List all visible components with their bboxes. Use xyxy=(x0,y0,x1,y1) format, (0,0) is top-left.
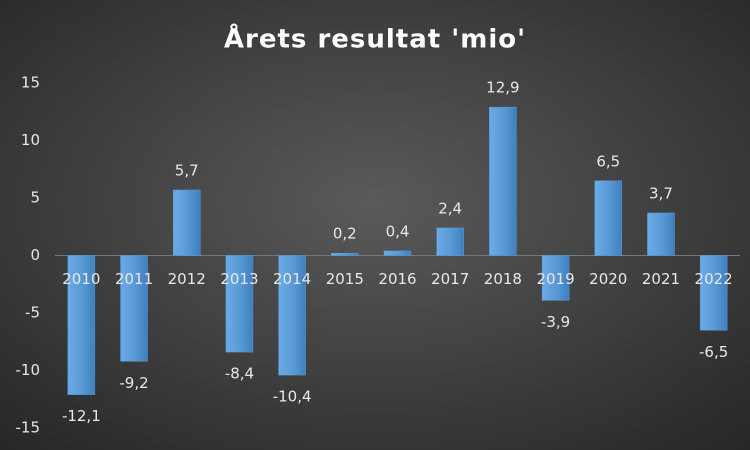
bar xyxy=(120,255,148,362)
bar xyxy=(67,255,96,395)
data-label: -6,5 xyxy=(699,343,728,361)
data-label: 3,7 xyxy=(649,184,673,202)
y-tick-label: -5 xyxy=(25,304,40,322)
bar xyxy=(172,189,201,256)
bar xyxy=(383,250,412,256)
data-label: -8,4 xyxy=(225,365,254,383)
y-tick-label: -10 xyxy=(16,361,41,379)
y-tick-label: 0 xyxy=(30,246,40,264)
x-tick-label: 2014 xyxy=(273,270,311,288)
bar xyxy=(541,255,570,301)
data-label: -10,4 xyxy=(273,388,312,406)
x-tick-label: 2019 xyxy=(536,270,574,288)
x-tick-label: 2021 xyxy=(642,270,680,288)
bar xyxy=(278,255,306,376)
data-label: 12,9 xyxy=(486,79,519,97)
x-tick-label: 2020 xyxy=(589,270,627,288)
bar xyxy=(489,106,517,256)
y-tick-label: 5 xyxy=(30,189,40,207)
bar xyxy=(647,212,675,256)
data-label: 2,4 xyxy=(438,199,462,217)
x-tick-label: 2011 xyxy=(115,270,153,288)
data-label: -3,9 xyxy=(541,313,570,331)
bar xyxy=(436,227,464,256)
x-tick-label: 2015 xyxy=(326,270,364,288)
x-tick-label: 2017 xyxy=(431,270,469,288)
x-tick-label: 2016 xyxy=(378,270,416,288)
bar xyxy=(225,255,254,353)
chart-title: Årets resultat 'mio' xyxy=(224,23,526,55)
data-label: 5,7 xyxy=(175,161,199,179)
x-tick-label: 2010 xyxy=(62,270,100,288)
x-tick-label: 2013 xyxy=(220,270,258,288)
data-label: 0,4 xyxy=(386,222,410,240)
data-label: 6,5 xyxy=(596,152,620,170)
bar xyxy=(699,255,728,331)
y-tick-label: 10 xyxy=(21,131,40,149)
data-label: -9,2 xyxy=(119,374,148,392)
bar xyxy=(594,180,623,256)
x-tick-label: 2012 xyxy=(168,270,206,288)
x-tick-label: 2018 xyxy=(484,270,522,288)
y-tick-label: 15 xyxy=(21,74,40,92)
data-label: -12,1 xyxy=(62,407,101,425)
bar xyxy=(331,252,359,256)
y-tick-label: -15 xyxy=(16,419,41,437)
x-tick-label: 2022 xyxy=(695,270,733,288)
data-label: 0,2 xyxy=(333,225,357,243)
